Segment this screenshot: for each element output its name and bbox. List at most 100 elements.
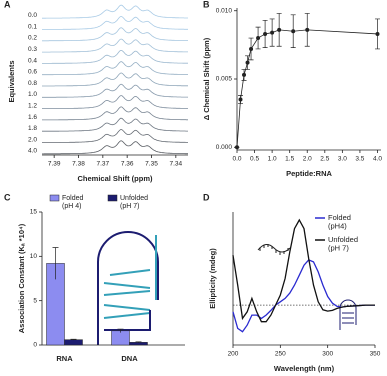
x-tick-label: 250 xyxy=(275,351,286,358)
legend-swatch xyxy=(49,194,60,202)
y-tick-label: 5 xyxy=(33,297,37,304)
trace-label: 1.6 xyxy=(28,114,37,121)
y-tick-label: 0.005 xyxy=(216,76,233,83)
point xyxy=(242,72,247,77)
panel-label: B xyxy=(203,0,210,9)
trace-label: 0.6 xyxy=(28,69,37,76)
y-axis-label: Association Constant (Kₐ *10⁴) xyxy=(17,223,26,333)
x-tick-label: 7.34 xyxy=(170,161,183,168)
folded-icon xyxy=(97,231,159,345)
spectrum-trace xyxy=(42,72,188,87)
trace-label: 1.2 xyxy=(28,102,37,109)
x-tick-label: 1.5 xyxy=(285,156,294,163)
x-tick-label: 7.38 xyxy=(72,161,85,168)
spectrum-trace xyxy=(42,140,188,155)
point xyxy=(291,29,296,34)
trace-label: 0.3 xyxy=(28,46,37,53)
point xyxy=(305,27,310,32)
fit-curve xyxy=(236,29,378,148)
panel-label: A xyxy=(4,0,11,9)
x-tick-label: 0.5 xyxy=(250,156,259,163)
x-tick-label: 0.0 xyxy=(232,156,241,163)
trace-label: 4.0 xyxy=(28,148,37,155)
unfolded-icon xyxy=(257,244,291,255)
x-axis-label: Peptide:RNA xyxy=(286,169,332,178)
x-tick-label: 7.36 xyxy=(121,161,134,168)
legend-line: Folded xyxy=(62,195,84,202)
trace-label: 0.1 xyxy=(28,23,37,30)
x-tick-label: 3.0 xyxy=(338,156,347,163)
y-tick-label: 10 xyxy=(30,253,38,260)
x-tick-label: 200 xyxy=(228,351,239,358)
x-tick-label: DNA xyxy=(121,354,138,363)
trace-label: 0.0 xyxy=(28,12,37,19)
y-tick-label: 15 xyxy=(30,209,38,216)
trace-label: 1.8 xyxy=(28,125,37,132)
bar xyxy=(64,339,83,346)
y-axis-label: Equivalents xyxy=(7,60,16,102)
y-axis-label: Ellipticity (mdeg) xyxy=(208,248,217,309)
legend-line: (pH 7) xyxy=(328,243,349,252)
spectrum-trace xyxy=(42,61,188,76)
x-tick-label: 7.39 xyxy=(48,161,61,168)
point xyxy=(270,30,275,35)
point xyxy=(235,145,239,150)
error-bar xyxy=(135,341,142,343)
spectrum-trace xyxy=(42,38,188,53)
x-axis-label: Wavelength (nm) xyxy=(274,364,335,373)
x-tick-label: RNA xyxy=(56,354,73,363)
error-bar xyxy=(70,338,77,341)
point xyxy=(375,31,380,36)
bar xyxy=(111,330,130,346)
spectrum-trace xyxy=(42,27,188,42)
point xyxy=(245,60,250,65)
spectrum-trace xyxy=(42,50,188,64)
cd-line xyxy=(232,218,375,323)
point xyxy=(277,27,282,32)
legend-line: Unfolded xyxy=(328,235,358,244)
error-bar xyxy=(117,328,124,333)
legend-line: Folded xyxy=(328,213,351,222)
x-tick-label: 300 xyxy=(322,351,333,358)
folded-small-icon xyxy=(339,299,357,330)
trace-label: 1.0 xyxy=(28,91,37,98)
trace-label: 0.4 xyxy=(28,57,37,64)
panel-label: C xyxy=(4,192,11,202)
x-tick-label: 2.5 xyxy=(320,156,329,163)
y-tick-label: 0.010 xyxy=(216,7,233,14)
point xyxy=(263,31,268,36)
x-tick-label: 2.0 xyxy=(303,156,312,163)
cd-line xyxy=(232,259,375,333)
legend-line: (pH4) xyxy=(328,221,347,230)
point xyxy=(256,36,261,41)
x-tick-label: 7.35 xyxy=(145,161,158,168)
legend-label: Unfolded (pH 7) xyxy=(328,235,358,253)
trace-label: 0.8 xyxy=(28,80,37,87)
x-axis-label: Chemical Shift (ppm) xyxy=(77,174,153,183)
spectrum-trace xyxy=(42,129,188,143)
y-tick-label: 0 xyxy=(33,342,37,349)
spectrum-trace xyxy=(42,83,189,98)
spectrum-trace xyxy=(42,117,188,132)
panel-label: D xyxy=(203,192,210,202)
legend-swatch xyxy=(107,194,118,202)
x-tick-label: 350 xyxy=(370,351,381,358)
y-axis-label: Δ Chemical Shift (ppm) xyxy=(202,37,211,120)
x-tick-label: 7.37 xyxy=(97,161,110,168)
legend-line: (pH 7) xyxy=(120,203,139,210)
spectrum-trace xyxy=(42,106,188,121)
x-tick-label: 1.0 xyxy=(268,156,277,163)
spectrum-trace xyxy=(42,16,188,30)
x-tick-label: 3.5 xyxy=(355,156,364,163)
trace-label: 0.2 xyxy=(28,35,37,42)
y-tick-label: 0.000 xyxy=(216,144,233,151)
legend-line: (pH 4) xyxy=(62,203,81,210)
point xyxy=(238,97,243,102)
spectrum-trace xyxy=(42,95,188,109)
spectrum-trace xyxy=(42,4,188,19)
point xyxy=(249,46,254,51)
error-bar xyxy=(52,247,59,280)
x-tick-label: 4.0 xyxy=(373,156,382,163)
trace-label: 2.0 xyxy=(28,136,37,143)
